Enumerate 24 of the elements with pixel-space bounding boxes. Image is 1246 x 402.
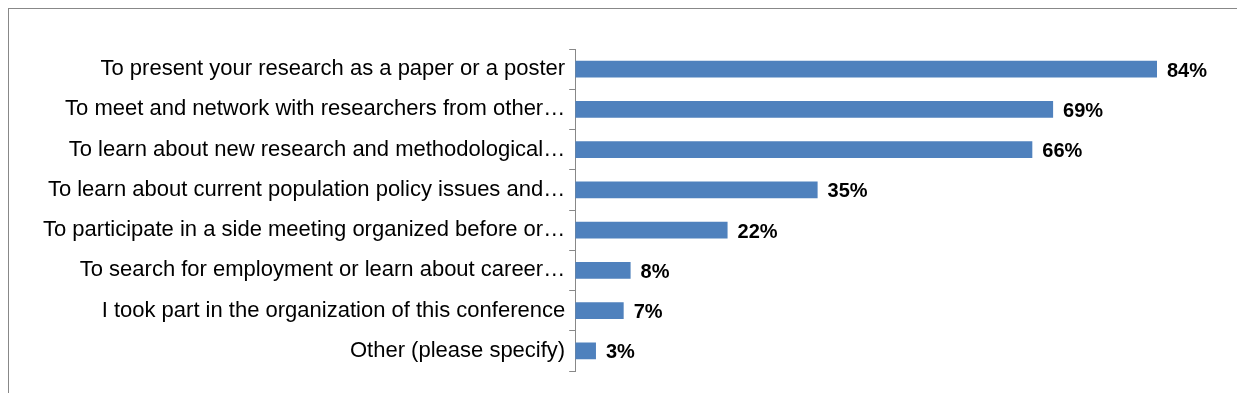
- y-tick-label: To present your research as a paper or a poster: [100, 55, 566, 81]
- y-tick-label: To participate in a side meeting organized before or…: [42, 216, 566, 242]
- data-label: 8%: [640, 259, 670, 282]
- data-label: 84%: [1167, 58, 1208, 81]
- bar: [575, 342, 596, 360]
- y-tick-label: To learn about new research and methodological…: [68, 135, 566, 161]
- data-label: 22%: [737, 219, 778, 242]
- data-label: 69%: [1063, 98, 1104, 121]
- bar: [575, 302, 624, 320]
- y-tick-label: To learn about current population policy issues and…: [47, 175, 566, 201]
- bar: [575, 181, 818, 199]
- data-label: 7%: [633, 300, 663, 323]
- bar: [575, 100, 1054, 118]
- bar: [575, 261, 631, 279]
- data-label: 66%: [1042, 139, 1083, 162]
- y-tick-label: I took part in the organization of this conference: [101, 296, 566, 322]
- data-label: 3%: [605, 340, 636, 363]
- bar: [575, 221, 728, 239]
- bar: [575, 60, 1157, 78]
- bar: [575, 141, 1033, 159]
- y-tick-label: To meet and network with researchers from other…: [65, 95, 566, 121]
- y-tick-label: To search for employment or learn about career…: [79, 256, 566, 282]
- data-label: 35%: [827, 179, 868, 202]
- y-tick-label: Other (please specify): [349, 336, 566, 362]
